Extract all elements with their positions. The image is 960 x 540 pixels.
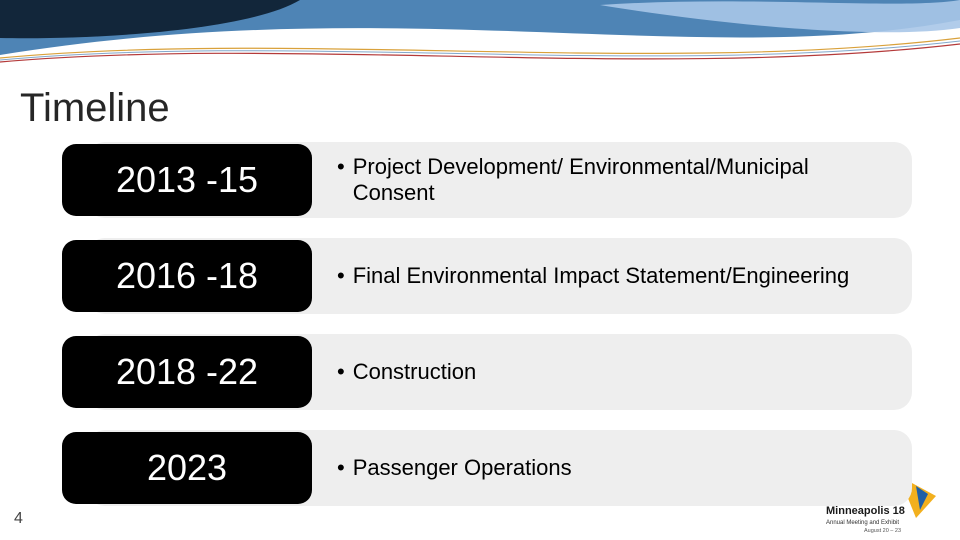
bullet-icon: • xyxy=(337,263,345,289)
bullet-icon: • xyxy=(337,359,345,385)
year-label: 2013 -15 xyxy=(116,159,258,201)
year-pill: 2013 -15 xyxy=(62,144,312,216)
timeline-rows: • Project Development/ Environmental/Mun… xyxy=(62,142,912,526)
swoosh-icon xyxy=(0,0,960,80)
year-pill: 2023 xyxy=(62,432,312,504)
year-label: 2023 xyxy=(147,447,227,489)
slide: Timeline • Project Development/ Environm… xyxy=(0,0,960,540)
desc-text: Project Development/ Environmental/Munic… xyxy=(353,154,892,206)
header-decoration xyxy=(0,0,960,80)
year-label: 2018 -22 xyxy=(116,351,258,393)
bullet-icon: • xyxy=(337,154,345,180)
year-pill: 2018 -22 xyxy=(62,336,312,408)
logo-city: Minneapolis 18 xyxy=(826,505,905,517)
year-label: 2016 -18 xyxy=(116,255,258,297)
page-title: Timeline xyxy=(20,86,170,131)
desc-text: Passenger Operations xyxy=(353,455,572,481)
desc-text: Construction xyxy=(353,359,477,385)
timeline-row: • Passenger Operations 2023 xyxy=(62,430,912,508)
timeline-row: • Final Environmental Impact Statement/E… xyxy=(62,238,912,316)
logo-subtitle: Annual Meeting and Exhibit xyxy=(826,520,899,526)
bullet-icon: • xyxy=(337,455,345,481)
timeline-row: • Construction 2018 -22 xyxy=(62,334,912,412)
logo-dates: August 20 – 23 xyxy=(864,528,901,534)
page-number: 4 xyxy=(14,510,23,528)
year-pill: 2016 -18 xyxy=(62,240,312,312)
timeline-row: • Project Development/ Environmental/Mun… xyxy=(62,142,912,220)
desc-text: Final Environmental Impact Statement/Eng… xyxy=(353,263,849,289)
